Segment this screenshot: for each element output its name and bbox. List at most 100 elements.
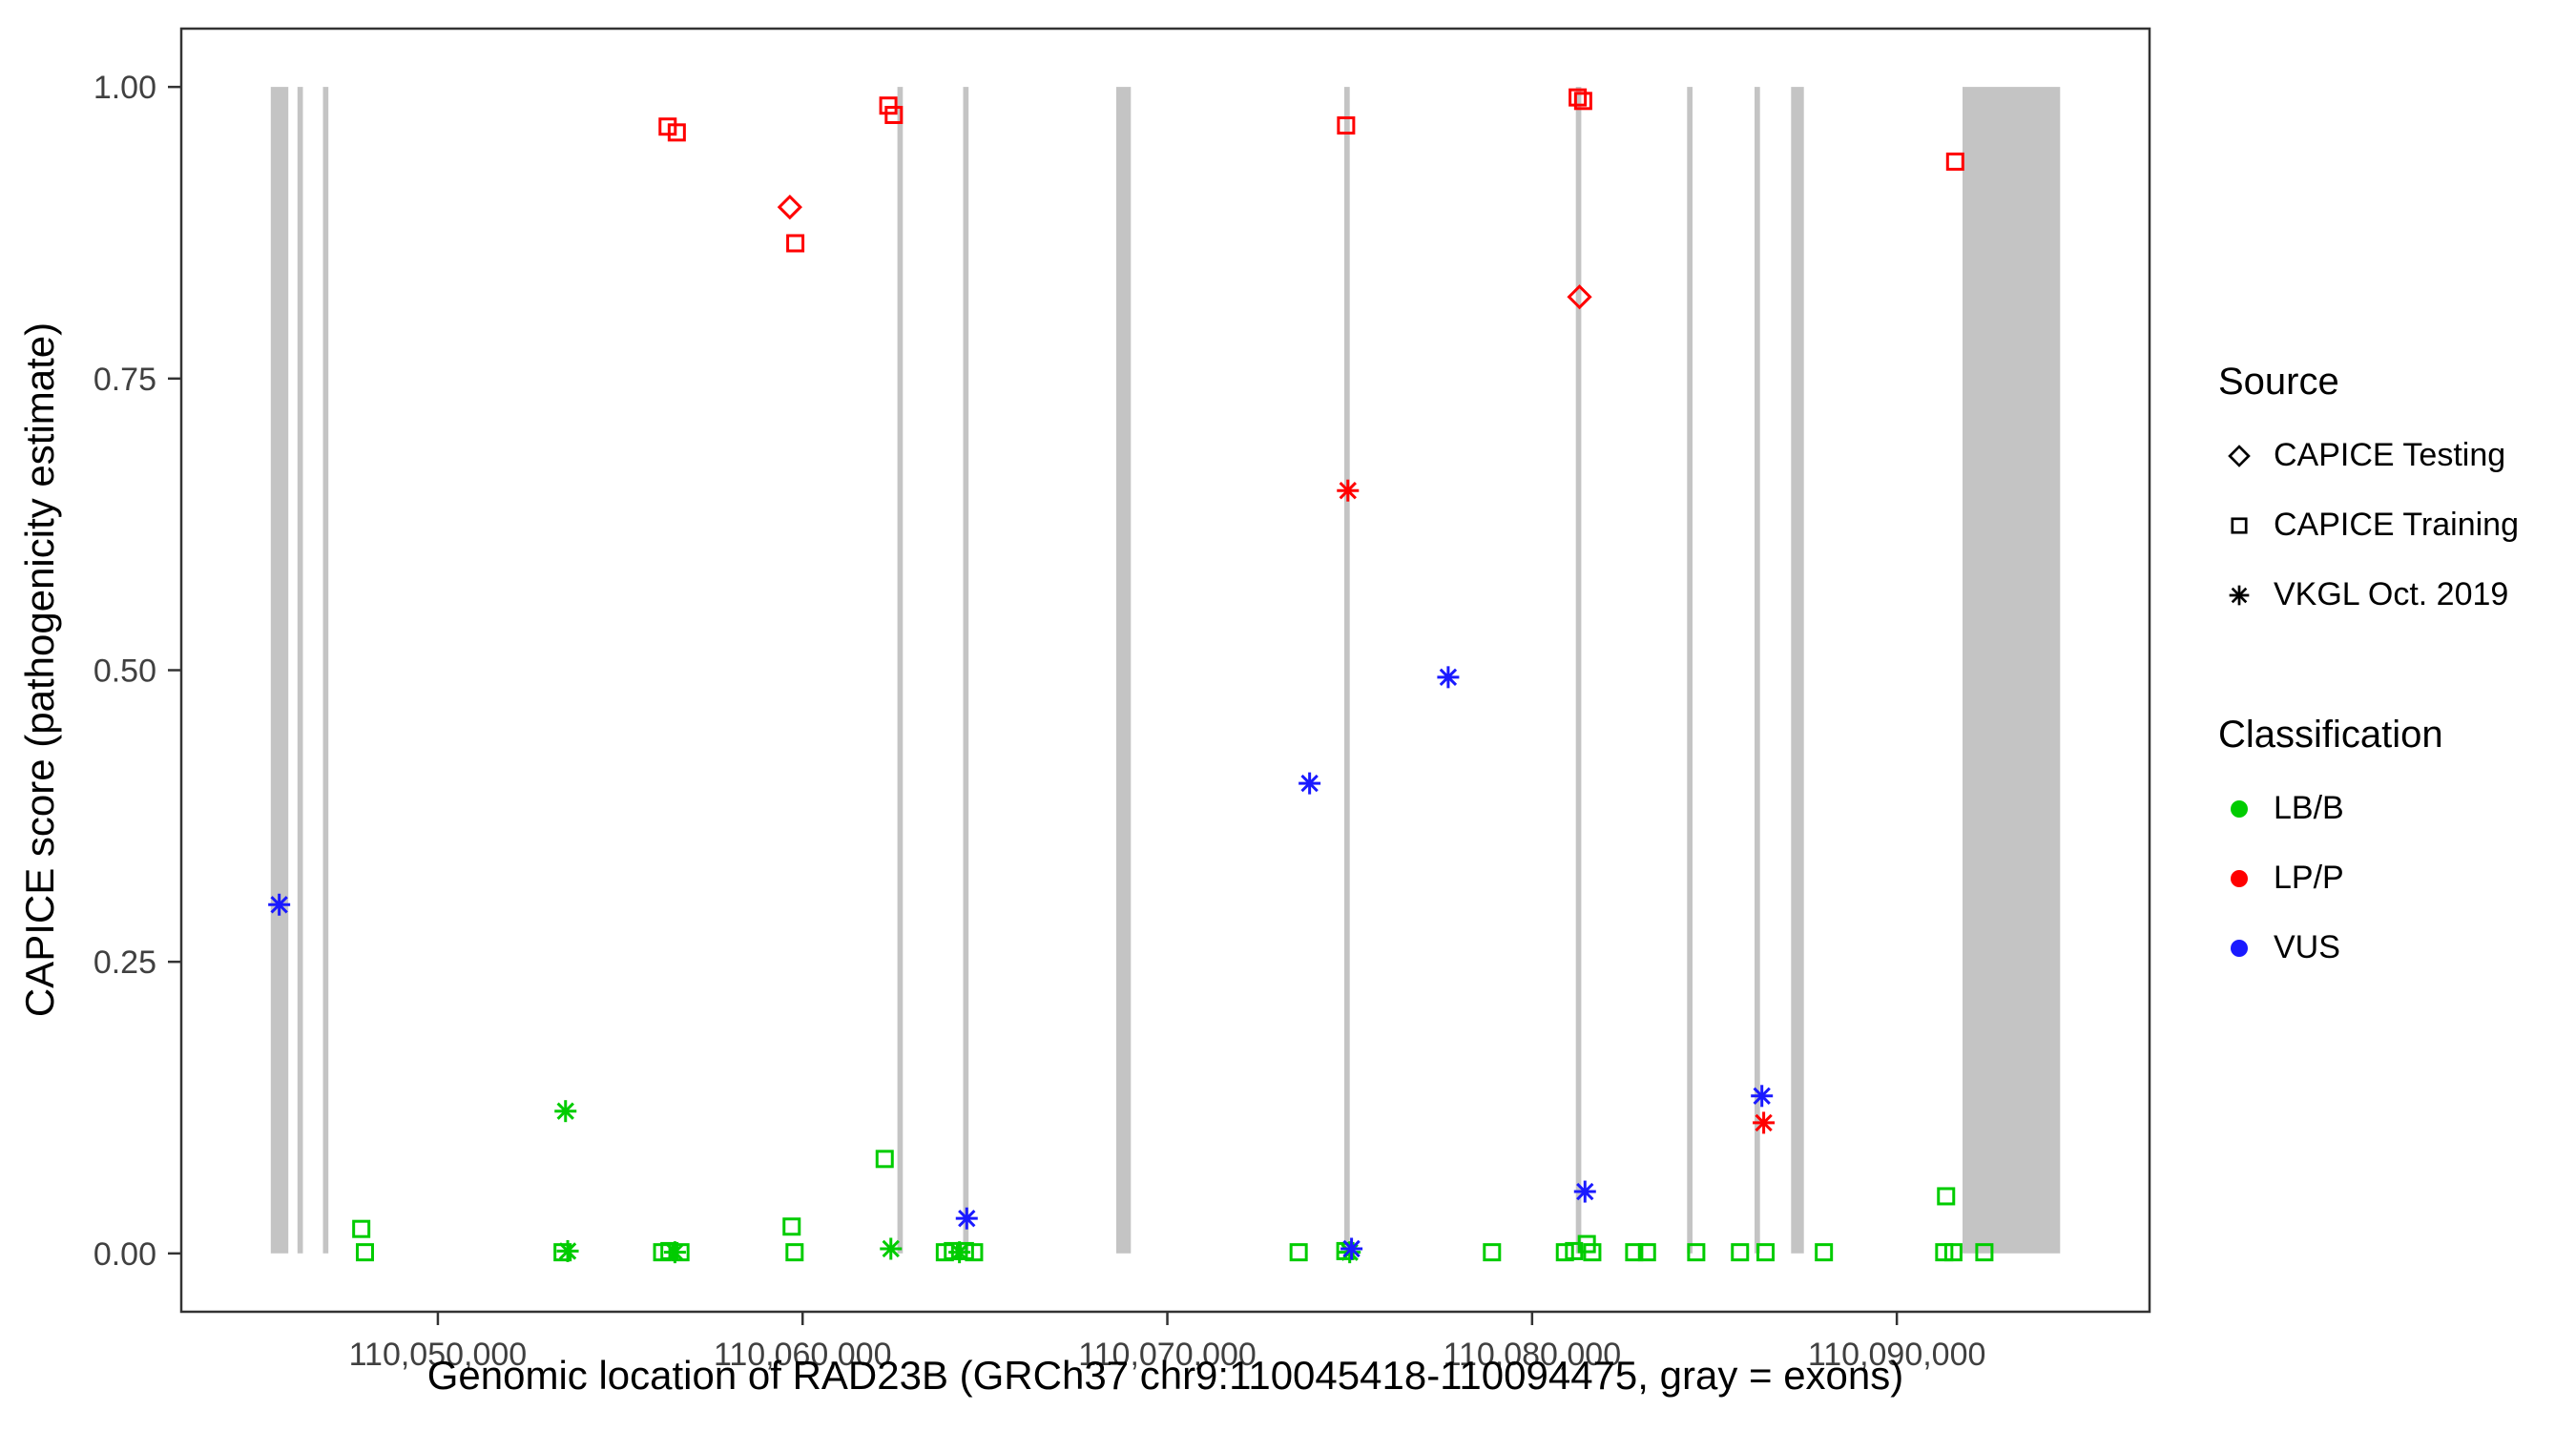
square-marker (352, 1219, 371, 1238)
data-point (1625, 1243, 1644, 1262)
data-point (1731, 1243, 1750, 1262)
data-point (1687, 1243, 1706, 1262)
square-marker (879, 96, 898, 115)
data-point (355, 1243, 374, 1262)
square-marker (658, 117, 677, 136)
panel-border (179, 27, 2151, 1314)
y-tick-label: 1.00 (93, 70, 156, 106)
square-marker (1975, 1243, 1994, 1262)
square-marker (1687, 1243, 1706, 1262)
square-marker (785, 1243, 804, 1262)
asterisk-marker (880, 1237, 903, 1260)
data-point (1573, 1180, 1596, 1203)
data-point (955, 1241, 974, 1260)
asterisk-marker (955, 1207, 978, 1230)
y-axis-title: CAPICE score (pathogenicity estimate) (17, 321, 62, 1018)
data-point (1937, 1187, 1956, 1206)
data-point (786, 234, 805, 253)
square-marker (786, 234, 805, 253)
data-point (1583, 1243, 1602, 1262)
square-marker (667, 123, 686, 142)
asterisk-marker (268, 893, 291, 916)
legend-item-label: CAPICE Testing (2274, 437, 2506, 473)
asterisk-marker (1298, 772, 1321, 795)
exon-bar (963, 87, 969, 1254)
asterisk-marker (1751, 1085, 1774, 1108)
exon-bar (1116, 87, 1132, 1254)
color-dot (2231, 939, 2248, 957)
data-point (1555, 1243, 1574, 1262)
square-marker (1573, 92, 1592, 111)
data-point (1751, 1085, 1774, 1108)
y-tick-label: 0.75 (93, 362, 156, 398)
asterisk-marker (1573, 1180, 1596, 1203)
data-point (1815, 1243, 1834, 1262)
square-marker (1555, 1243, 1574, 1262)
asterisk-marker (1753, 1111, 1776, 1134)
legend: Source CAPICE Testing CAPICE Training VK… (2218, 361, 2562, 983)
legend-item-label: VUS (2274, 929, 2340, 965)
legend-item-label: VKGL Oct. 2019 (2274, 576, 2509, 612)
diamond-marker (777, 194, 802, 220)
data-point (1567, 284, 1592, 310)
exon-bar (1755, 87, 1760, 1254)
x-tick-label: 110,080,000 (1444, 1337, 1622, 1373)
legend-item-vus: VUS (2218, 913, 2562, 983)
square-marker (2231, 516, 2248, 534)
data-point (1337, 479, 1360, 502)
asterisk-marker (2229, 585, 2250, 605)
asterisk-marker (554, 1100, 577, 1123)
exon-bar (1344, 87, 1350, 1254)
x-tick-label: 110,050,000 (349, 1337, 528, 1373)
red-dot-icon (2218, 858, 2260, 900)
square-marker (955, 1241, 974, 1260)
asterisk-marker (1337, 479, 1360, 502)
asterisk-marker (556, 1239, 579, 1262)
legend-source-title: Source (2218, 361, 2339, 403)
square-marker (884, 105, 904, 124)
exon-bar (897, 87, 904, 1254)
legend-item-label: LB/B (2274, 790, 2344, 826)
y-tick-label: 0.00 (93, 1236, 156, 1273)
data-point (965, 1243, 984, 1262)
legend-item-capice-training: CAPICE Training (2218, 490, 2562, 560)
color-dot (2231, 869, 2248, 887)
blue-dot-icon (2218, 927, 2260, 969)
data-point (1943, 1243, 1963, 1262)
data-point (785, 1243, 804, 1262)
exon-bar (1687, 87, 1693, 1254)
x-tick-label: 110,070,000 (1078, 1337, 1257, 1373)
square-marker (1568, 88, 1588, 107)
diamond-marker (1567, 284, 1592, 310)
data-point (1753, 1111, 1776, 1134)
legend-item-lbb: LB/B (2218, 774, 2562, 843)
square-marker (1815, 1243, 1834, 1262)
data-point (1340, 1237, 1363, 1260)
data-point (1945, 152, 1964, 171)
green-dot-icon (2218, 788, 2260, 830)
legend-item-vkgl: VKGL Oct. 2019 (2218, 560, 2562, 630)
square-marker (355, 1243, 374, 1262)
diamond-icon (2218, 435, 2260, 477)
legend-item-capice-testing: CAPICE Testing (2218, 421, 2562, 490)
data-point (1756, 1243, 1776, 1262)
asterisk-icon (2218, 574, 2260, 616)
square-marker (1937, 1187, 1956, 1206)
square-marker (1583, 1243, 1602, 1262)
legend-classification-title: Classification (2218, 714, 2443, 756)
exon-bar (297, 87, 303, 1254)
data-point (777, 194, 802, 220)
data-point (1573, 92, 1592, 111)
data-point (1289, 1243, 1308, 1262)
data-point (554, 1100, 577, 1123)
square-marker (1337, 115, 1356, 135)
data-point (1483, 1243, 1502, 1262)
data-point (667, 123, 686, 142)
data-point (1298, 772, 1321, 795)
square-marker (1289, 1243, 1308, 1262)
exon-bar (1791, 87, 1804, 1254)
x-tick-label: 110,060,000 (714, 1337, 892, 1373)
exon-bar (270, 87, 289, 1254)
square-marker (1637, 1243, 1656, 1262)
